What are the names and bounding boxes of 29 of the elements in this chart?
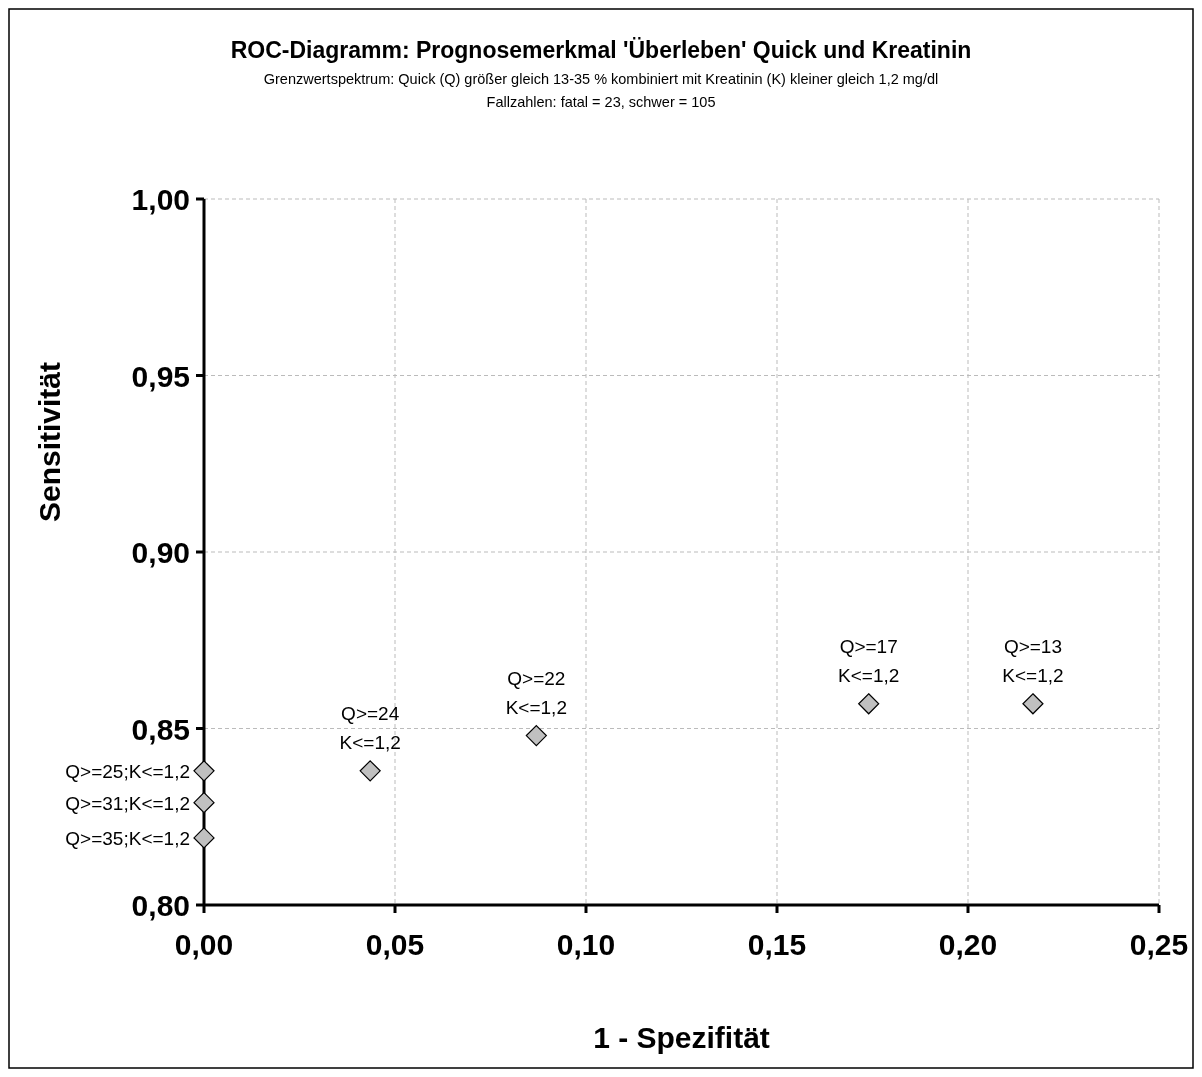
y-tick-label: 0,85 (131, 712, 190, 746)
y-tick-label: 0,80 (131, 889, 190, 922)
chart-subtitle: Grenzwertspektrum: Quick (Q) größer gleich 13-35 % kombiniert mit Kreatinin (K) kleiner gleich 1,2 mg/dl Fallzahlen: fatal = 23, schwer = 105 (263, 71, 939, 110)
annotation: Q>=22 K<=1,2 (505, 667, 567, 718)
annotation: Q>=17 K<=1,2 (838, 635, 900, 686)
x-tick-label: 0,20 (938, 928, 998, 961)
y-tick-label: 0,90 (131, 536, 190, 569)
y-axis-title: Sensitivität (33, 361, 66, 523)
chart-title: ROC-Diagramm: Prognosemerkmal 'Überleben' Quick und Kreatinin (230, 37, 972, 63)
point (193, 760, 215, 782)
x-tick-label: 0,15 (747, 928, 807, 961)
y-tick-label: 1,00 (131, 183, 190, 216)
point (193, 792, 215, 814)
x-tick-label: 0,10 (556, 928, 616, 961)
point (359, 760, 381, 782)
annotation: Q>=35;K<=1,2 (65, 827, 190, 849)
annotation: Q>=31;K<=1,2 (65, 792, 190, 814)
x-axis-title: 1 - Spezifität (593, 1021, 770, 1054)
point (525, 724, 547, 747)
annotation: Q>=13 K<=1,2 (1002, 635, 1064, 686)
point (1022, 693, 1044, 715)
x-tick-label: 0,25 (1129, 928, 1189, 961)
x-tick-label: 0,05 (365, 928, 425, 961)
y-tick-label: 0,95 (131, 359, 190, 393)
point (193, 827, 215, 849)
annotation: Q>=25;K<=1,2 (65, 760, 190, 782)
point (858, 693, 880, 715)
annotation: Q>=24 K<=1,2 (339, 702, 401, 753)
x-tick-label: 0,00 (174, 928, 234, 961)
